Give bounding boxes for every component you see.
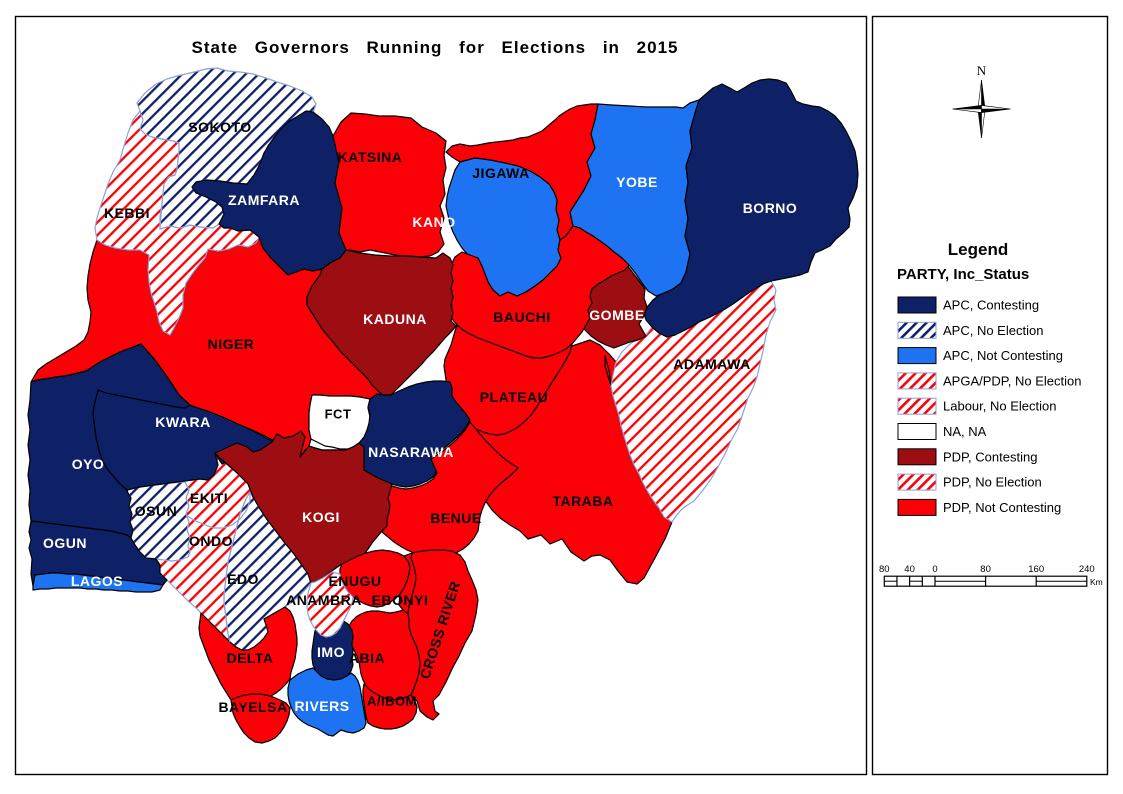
svg-text:KANO: KANO — [412, 214, 455, 230]
svg-text:PDP, Contesting: PDP, Contesting — [943, 449, 1037, 464]
svg-text:NA, NA: NA, NA — [943, 424, 987, 439]
svg-text:TARABA: TARABA — [552, 493, 613, 509]
svg-text:ONDO: ONDO — [189, 533, 233, 549]
svg-text:PARTY, Inc_Status: PARTY, Inc_Status — [897, 266, 1029, 283]
svg-text:PDP, No Election: PDP, No Election — [943, 475, 1042, 490]
svg-text:ABIA: ABIA — [349, 650, 385, 666]
svg-text:0: 0 — [932, 564, 937, 575]
svg-text:BENUE: BENUE — [430, 510, 482, 526]
svg-text:FCT: FCT — [325, 407, 352, 422]
svg-text:BORNO: BORNO — [743, 200, 798, 216]
svg-text:ENUGU: ENUGU — [328, 573, 381, 589]
svg-text:240: 240 — [1079, 564, 1095, 575]
svg-text:80: 80 — [879, 564, 890, 575]
svg-text:PDP, Not Contesting: PDP, Not Contesting — [943, 500, 1061, 515]
svg-text:JIGAWA: JIGAWA — [472, 165, 529, 181]
svg-text:ZAMFARA: ZAMFARA — [228, 192, 300, 208]
svg-text:KADUNA: KADUNA — [363, 311, 427, 327]
svg-text:RIVERS: RIVERS — [294, 698, 349, 714]
svg-text:Km: Km — [1090, 577, 1103, 587]
svg-text:BAYELSA: BAYELSA — [218, 699, 287, 715]
svg-text:KWARA: KWARA — [155, 414, 210, 430]
svg-text:EDO: EDO — [227, 571, 259, 587]
svg-text:APC, Not Contesting: APC, Not Contesting — [943, 348, 1063, 363]
svg-text:KATSINA: KATSINA — [338, 149, 403, 165]
svg-text:IMO: IMO — [317, 644, 345, 660]
svg-text:GOMBE: GOMBE — [589, 307, 644, 323]
svg-text:SOKOTO: SOKOTO — [188, 119, 251, 135]
svg-text:Legend: Legend — [948, 240, 1008, 259]
svg-text:OSUN: OSUN — [135, 503, 177, 519]
svg-text:40: 40 — [904, 564, 915, 575]
svg-text:PLATEAU: PLATEAU — [480, 389, 549, 405]
svg-text:KEBBI: KEBBI — [104, 205, 150, 221]
svg-text:OYO: OYO — [72, 456, 105, 472]
svg-text:ANAMBRA: ANAMBRA — [286, 592, 362, 608]
svg-text:ADAMAWA: ADAMAWA — [673, 356, 750, 372]
svg-text:LAGOS: LAGOS — [71, 573, 123, 589]
svg-text:NASARAWA: NASARAWA — [368, 444, 454, 460]
svg-text:160: 160 — [1028, 564, 1044, 575]
svg-text:EKITI: EKITI — [190, 490, 228, 506]
svg-text:APC, No Election: APC, No Election — [943, 323, 1043, 338]
svg-text:DELTA: DELTA — [226, 650, 273, 666]
svg-text:APC, Contesting: APC, Contesting — [943, 298, 1039, 313]
svg-text:YOBE: YOBE — [616, 174, 658, 190]
svg-text:N: N — [977, 63, 987, 78]
svg-text:OGUN: OGUN — [43, 535, 87, 551]
svg-text:APGA/PDP, No Election: APGA/PDP, No Election — [943, 373, 1082, 388]
svg-text:BAUCHI: BAUCHI — [493, 309, 550, 325]
svg-text:80: 80 — [980, 564, 991, 575]
svg-text:KOGI: KOGI — [302, 509, 340, 525]
svg-text:A/IBOM: A/IBOM — [367, 694, 417, 709]
svg-text:EBONYI: EBONYI — [372, 592, 429, 608]
svg-text:NIGER: NIGER — [208, 336, 255, 352]
svg-text:State Governors Running for El: State Governors Running for Elections in… — [192, 38, 679, 57]
svg-text:Labour, No Election: Labour, No Election — [943, 399, 1056, 414]
